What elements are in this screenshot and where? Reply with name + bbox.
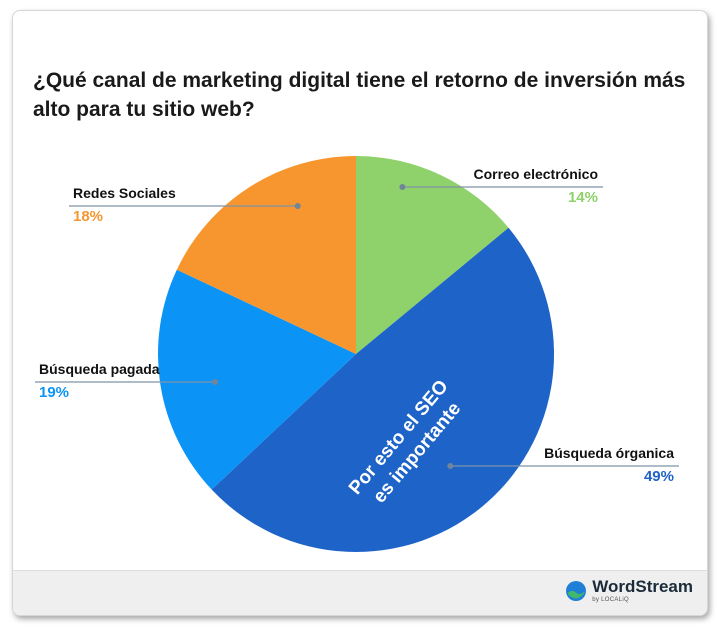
slice-label-busqueda-organica: Búsqueda órganica bbox=[544, 445, 674, 461]
leader-dot-redes-sociales bbox=[294, 203, 301, 209]
chart-title: ¿Qué canal de marketing digital tiene el… bbox=[33, 69, 686, 121]
slice-value-redes-sociales: 18% bbox=[73, 208, 103, 225]
slice-label-correo-electronico: Correo electrónico bbox=[474, 166, 598, 182]
slice-value-busqueda-pagada: 19% bbox=[39, 384, 69, 401]
slice-label-busqueda-pagada: Búsqueda pagada bbox=[39, 361, 160, 377]
slice-value-correo-electronico: 14% bbox=[568, 189, 598, 206]
pie-slice-busqueda-organica bbox=[211, 227, 555, 553]
leader-dot-busqueda-pagada bbox=[212, 379, 219, 385]
leader-dot-busqueda-organica bbox=[447, 463, 454, 469]
logo-subtitle: by LOCALiQ bbox=[592, 597, 629, 603]
wordstream-logo: WordStream by LOCALiQ bbox=[565, 578, 693, 603]
slice-label-redes-sociales: Redes Sociales bbox=[73, 185, 176, 201]
logo-name: WordStream bbox=[592, 577, 693, 596]
pie-slice-correo-electronico bbox=[356, 156, 509, 354]
wordstream-logo-icon bbox=[566, 580, 587, 601]
pie-slice-busqueda-pagada bbox=[157, 269, 356, 490]
slice-value-busqueda-organica: 49% bbox=[644, 468, 674, 485]
chart-card: ¿Qué canal de marketing digital tiene el… bbox=[12, 10, 708, 616]
footer-bar: WordStream by LOCALiQ bbox=[13, 570, 707, 615]
pie-slice-redes-sociales bbox=[176, 155, 356, 354]
leader-dot-correo-electronico bbox=[399, 184, 406, 190]
pie-chart: Correo electrónico 14% Búsqueda órganica 49… bbox=[35, 155, 679, 553]
